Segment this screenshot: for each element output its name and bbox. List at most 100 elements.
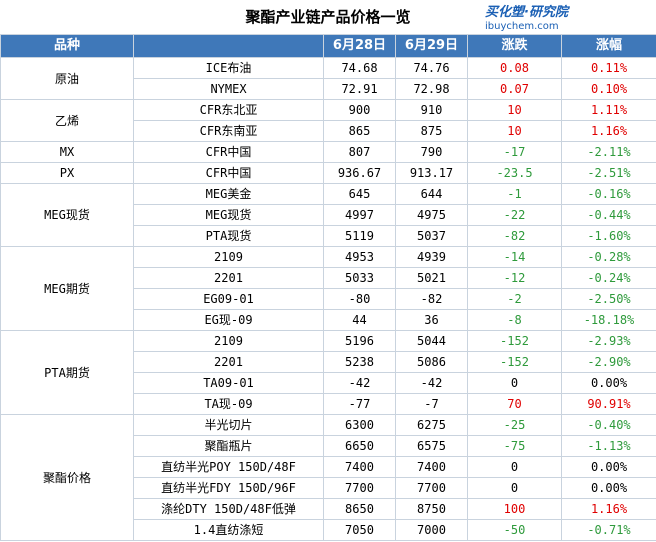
price-jun28-cell: 6300 — [323, 414, 396, 436]
price-jun29-cell: 790 — [395, 141, 468, 163]
change-percent-cell: -1.13% — [561, 435, 656, 457]
table-row: 乙烯 CFR东北亚 900 910 10 1.11% — [0, 99, 656, 142]
change-cell: 0.08 — [467, 57, 562, 79]
item-cell: CFR东北亚 — [133, 99, 324, 121]
change-cell: 10 — [467, 99, 562, 121]
change-percent-cell: -0.40% — [561, 414, 656, 436]
price-jun29-cell: -7 — [395, 393, 468, 415]
price-jun29-cell: -42 — [395, 372, 468, 394]
item-cell: PTA现货 — [133, 225, 324, 247]
category-cell: MEG现货 — [0, 183, 134, 247]
item-cell: MEG现货 — [133, 204, 324, 226]
price-jun28-cell: 44 — [323, 309, 396, 331]
price-jun29-cell: 7400 — [395, 456, 468, 478]
price-jun29-cell: 910 — [395, 99, 468, 121]
price-jun28-cell: 865 — [323, 120, 396, 142]
change-cell: -82 — [467, 225, 562, 247]
price-jun28-cell: 74.68 — [323, 57, 396, 79]
page-title: 聚酯产业链产品价格一览 — [245, 8, 411, 26]
change-cell: 0 — [467, 477, 562, 499]
price-jun29-cell: 74.76 — [395, 57, 468, 79]
price-jun29-cell: 5021 — [395, 267, 468, 289]
change-percent-cell: -2.93% — [561, 330, 656, 352]
price-jun28-cell: 7050 — [323, 519, 396, 541]
price-jun28-cell: -42 — [323, 372, 396, 394]
price-jun29-cell: 644 — [395, 183, 468, 205]
change-cell: 0 — [467, 456, 562, 478]
category-cell: 原油 — [0, 57, 134, 100]
change-percent-cell: 1.16% — [561, 120, 656, 142]
header: 聚酯产业链产品价格一览 买化塑·研究院 ibuychem.com — [0, 0, 656, 34]
change-cell: -2 — [467, 288, 562, 310]
table-row: MEG期货 2109 4953 4939 -14 -0.28% — [0, 246, 656, 331]
price-jun28-cell: 5238 — [323, 351, 396, 373]
price-jun28-cell: 645 — [323, 183, 396, 205]
price-jun28-cell: 7400 — [323, 456, 396, 478]
category-cell: MEG期货 — [0, 246, 134, 331]
price-jun28-cell: 807 — [323, 141, 396, 163]
table-row: EG现-09 44 36 -8 -18.18% — [1, 309, 656, 331]
price-jun28-cell: 7700 — [323, 477, 396, 499]
table-row: 1.4直纺涤短 7050 7000 -50 -0.71% — [1, 519, 656, 541]
price-jun28-cell: 5196 — [323, 330, 396, 352]
change-percent-cell: -0.24% — [561, 267, 656, 289]
change-cell: -75 — [467, 435, 562, 457]
change-cell: -152 — [467, 351, 562, 373]
column-header: 6月28日 — [323, 34, 396, 58]
change-percent-cell: 90.91% — [561, 393, 656, 415]
item-cell: 聚酯瓶片 — [133, 435, 324, 457]
watermark-brand: 买化塑·研究院 — [485, 5, 568, 20]
item-cell: EG现-09 — [133, 309, 324, 331]
watermark-url: ibuychem.com — [485, 21, 559, 32]
table-body: 原油 ICE布油 74.68 74.76 0.08 0.11% NYMEX 72.91 72.9… — [0, 57, 656, 541]
price-jun28-cell: 4997 — [323, 204, 396, 226]
price-jun29-cell: 4939 — [395, 246, 468, 268]
change-percent-cell: 1.16% — [561, 498, 656, 520]
change-cell: 10 — [467, 120, 562, 142]
change-percent-cell: -1.60% — [561, 225, 656, 247]
table-row: PTA现货 5119 5037 -82 -1.60% — [1, 225, 656, 247]
change-percent-cell: -0.16% — [561, 183, 656, 205]
price-jun28-cell: 5033 — [323, 267, 396, 289]
change-percent-cell: -2.90% — [561, 351, 656, 373]
change-cell: 0.07 — [467, 78, 562, 100]
change-percent-cell: 0.00% — [561, 477, 656, 499]
price-jun29-cell: 6575 — [395, 435, 468, 457]
change-percent-cell: -0.28% — [561, 246, 656, 268]
item-cell: 2201 — [133, 351, 324, 373]
table-header-row: 品种 6月28日 6月29日 涨跌 涨幅 — [0, 34, 656, 58]
item-cell: TA09-01 — [133, 372, 324, 394]
item-cell: MEG美金 — [133, 183, 324, 205]
item-cell: 2201 — [133, 267, 324, 289]
change-cell: -22 — [467, 204, 562, 226]
table-row: 原油 ICE布油 74.68 74.76 0.08 0.11% — [0, 57, 656, 100]
table-row: 聚酯价格 半光切片 6300 6275 -25 -0.40% — [0, 414, 656, 541]
price-jun29-cell: 5037 — [395, 225, 468, 247]
price-jun28-cell: 4953 — [323, 246, 396, 268]
column-header: 品种 — [0, 34, 134, 58]
table-row: 2201 5033 5021 -12 -0.24% — [1, 267, 656, 289]
change-cell: -1 — [467, 183, 562, 205]
table-row: 涤纶DTY 150D/48F低弹 8650 8750 100 1.16% — [1, 498, 656, 520]
price-jun29-cell: 913.17 — [395, 162, 468, 184]
table-row: 直纺半光POY 150D/48F 7400 7400 0 0.00% — [1, 456, 656, 478]
category-cell: MX — [0, 141, 134, 163]
table-row: PTA期货 2109 5196 5044 -152 -2.93% — [0, 330, 656, 415]
change-percent-cell: -2.11% — [561, 141, 656, 163]
column-header: 6月29日 — [395, 34, 468, 58]
price-table: 品种 6月28日 6月29日 涨跌 涨幅 原油 ICE布油 74.68 74.76 0.… — [0, 34, 656, 541]
change-cell: -50 — [467, 519, 562, 541]
price-jun28-cell: 900 — [323, 99, 396, 121]
item-cell: ICE布油 — [133, 57, 324, 79]
category-cell: PTA期货 — [0, 330, 134, 415]
price-jun29-cell: 5086 — [395, 351, 468, 373]
item-cell: 半光切片 — [133, 414, 324, 436]
item-cell: CFR中国 — [133, 162, 324, 184]
change-percent-cell: 0.11% — [561, 57, 656, 79]
price-jun28-cell: 936.67 — [323, 162, 396, 184]
price-jun29-cell: 5044 — [395, 330, 468, 352]
price-jun29-cell: 7000 — [395, 519, 468, 541]
table-row: PX CFR中国 936.67 913.17 -23.5 -2.51% — [0, 162, 656, 184]
table-row: MEG现货 4997 4975 -22 -0.44% — [1, 204, 656, 226]
change-cell: -25 — [467, 414, 562, 436]
